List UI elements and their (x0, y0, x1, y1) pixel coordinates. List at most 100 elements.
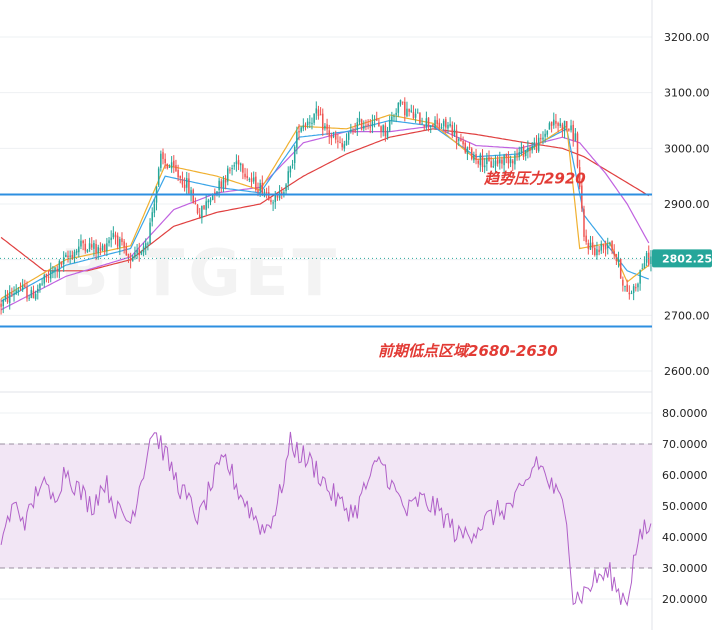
candle[interactable] (231, 164, 233, 176)
candle[interactable] (164, 153, 166, 169)
candle[interactable] (408, 108, 410, 117)
candle-body[interactable] (412, 111, 415, 118)
candle[interactable] (302, 118, 305, 132)
candle-body[interactable] (486, 157, 488, 165)
candle-body[interactable] (183, 184, 186, 189)
candle-body[interactable] (0, 303, 2, 307)
candle[interactable] (499, 151, 501, 170)
candle-body[interactable] (574, 133, 577, 141)
candle[interactable] (600, 240, 603, 254)
candle-body[interactable] (378, 122, 380, 127)
candle[interactable] (6, 290, 9, 304)
candle-body[interactable] (373, 119, 376, 121)
candle[interactable] (88, 237, 91, 252)
candle-body[interactable] (613, 251, 615, 256)
candle[interactable] (185, 171, 188, 194)
candle[interactable] (272, 199, 274, 212)
candle[interactable] (250, 172, 253, 188)
candle-body[interactable] (41, 283, 43, 285)
candle[interactable] (173, 155, 175, 174)
candle-body[interactable] (516, 154, 518, 156)
candle-body[interactable] (198, 214, 201, 219)
candle[interactable] (0, 298, 2, 315)
candle[interactable] (179, 175, 182, 184)
candle[interactable] (106, 237, 108, 257)
candle-body[interactable] (209, 199, 212, 203)
candle[interactable] (99, 242, 102, 256)
candle[interactable] (227, 165, 229, 186)
candle[interactable] (140, 250, 143, 256)
candle[interactable] (635, 283, 637, 292)
candle[interactable] (252, 171, 255, 184)
candle-body[interactable] (257, 190, 259, 193)
candle[interactable] (622, 276, 624, 292)
annotations[interactable]: 趋势压力2920 前期低点区域2680-2630 (378, 169, 586, 360)
candle-body[interactable] (181, 179, 184, 185)
candle-body[interactable] (451, 124, 454, 136)
candle-body[interactable] (591, 242, 594, 249)
candle[interactable] (606, 237, 609, 255)
candle-body[interactable] (365, 125, 367, 127)
candle[interactable] (15, 284, 17, 296)
candle[interactable] (248, 177, 251, 183)
candle[interactable] (144, 238, 147, 255)
candle[interactable] (280, 186, 283, 200)
candle-body[interactable] (509, 159, 512, 164)
candle-body[interactable] (220, 181, 223, 188)
candle-body[interactable] (343, 144, 346, 149)
candle-body[interactable] (73, 252, 76, 258)
candle-body[interactable] (201, 205, 203, 219)
candle-body[interactable] (179, 175, 182, 179)
candle[interactable] (393, 113, 395, 122)
candle[interactable] (37, 284, 39, 300)
candle-body[interactable] (164, 158, 166, 164)
candle-body[interactable] (483, 165, 486, 168)
candle[interactable] (198, 207, 201, 219)
candle[interactable] (239, 162, 242, 172)
candle[interactable] (412, 105, 415, 120)
candle-body[interactable] (270, 200, 272, 202)
candle-body[interactable] (360, 119, 363, 130)
candle[interactable] (544, 129, 546, 143)
candle-body[interactable] (358, 118, 361, 123)
candle-body[interactable] (4, 295, 7, 300)
candle-body[interactable] (227, 168, 229, 182)
candle-body[interactable] (255, 176, 257, 190)
candle-body[interactable] (112, 233, 115, 238)
candle[interactable] (360, 118, 363, 131)
candle-body[interactable] (470, 148, 473, 160)
candle-body[interactable] (639, 270, 641, 284)
candle-body[interactable] (594, 247, 596, 256)
candle[interactable] (60, 261, 63, 268)
candle-body[interactable] (350, 129, 352, 132)
candle[interactable] (322, 108, 324, 136)
candle-body[interactable] (328, 130, 330, 137)
candle-body[interactable] (194, 202, 197, 205)
candle[interactable] (354, 122, 356, 134)
candle-body[interactable] (555, 120, 557, 124)
candle-body[interactable] (140, 251, 143, 255)
candle-body[interactable] (622, 279, 624, 286)
candle[interactable] (641, 263, 644, 270)
candle-body[interactable] (432, 124, 434, 128)
candle[interactable] (529, 145, 531, 158)
candle[interactable] (121, 232, 123, 246)
candle[interactable] (298, 124, 300, 141)
candle-body[interactable] (477, 160, 479, 164)
candle[interactable] (235, 154, 238, 172)
candle[interactable] (309, 115, 311, 129)
candle-body[interactable] (419, 112, 421, 124)
candle-body[interactable] (239, 163, 242, 166)
candle[interactable] (470, 147, 473, 161)
candle[interactable] (319, 107, 322, 116)
candle-body[interactable] (287, 171, 289, 184)
candle-body[interactable] (192, 189, 194, 203)
candle[interactable] (365, 119, 367, 131)
candle[interactable] (416, 108, 419, 114)
candle-body[interactable] (481, 155, 484, 167)
candle[interactable] (609, 241, 611, 247)
candle-body[interactable] (442, 120, 445, 127)
candle[interactable] (30, 286, 33, 299)
candle[interactable] (619, 258, 622, 279)
